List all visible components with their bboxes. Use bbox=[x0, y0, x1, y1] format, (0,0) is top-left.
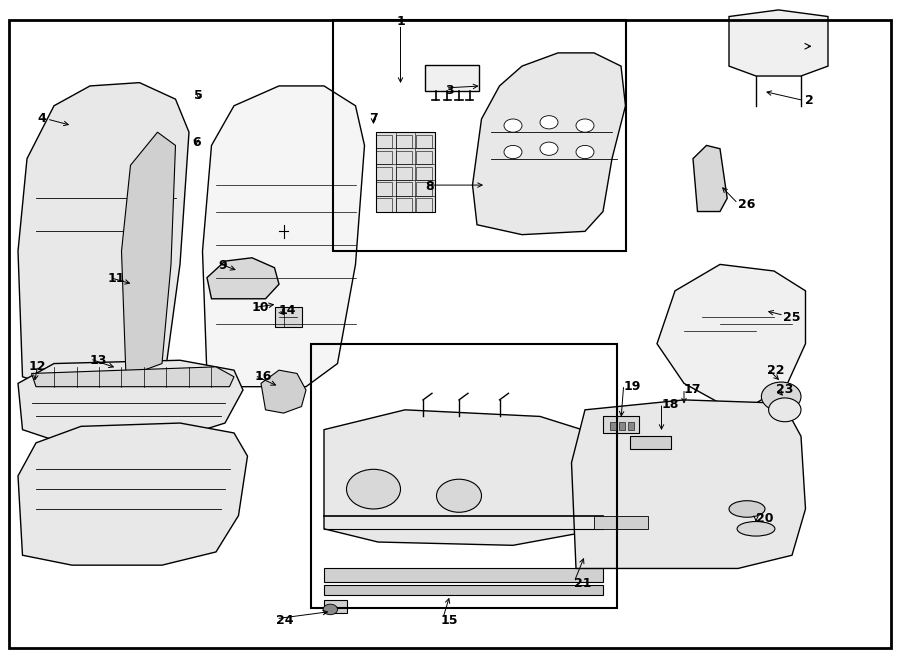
Bar bbox=[376, 132, 435, 212]
Text: 4: 4 bbox=[38, 112, 47, 126]
Circle shape bbox=[504, 145, 522, 159]
Polygon shape bbox=[472, 53, 626, 235]
Polygon shape bbox=[693, 145, 727, 212]
Bar bbox=[416, 198, 432, 212]
Text: 19: 19 bbox=[624, 380, 641, 393]
Polygon shape bbox=[18, 423, 248, 565]
Bar bbox=[376, 135, 392, 148]
Bar bbox=[324, 568, 603, 582]
Text: 17: 17 bbox=[684, 383, 701, 397]
Polygon shape bbox=[202, 86, 364, 387]
Bar bbox=[310, 344, 616, 608]
Text: 3: 3 bbox=[446, 84, 454, 97]
Bar bbox=[396, 151, 412, 164]
Bar bbox=[376, 167, 392, 180]
Bar bbox=[396, 198, 412, 212]
Text: 21: 21 bbox=[574, 576, 591, 590]
Bar bbox=[619, 422, 625, 430]
Polygon shape bbox=[122, 132, 176, 377]
Polygon shape bbox=[18, 360, 243, 446]
Bar bbox=[628, 422, 634, 430]
Ellipse shape bbox=[737, 522, 775, 536]
Text: 6: 6 bbox=[192, 136, 201, 149]
Circle shape bbox=[540, 116, 558, 129]
Circle shape bbox=[540, 142, 558, 155]
Text: 9: 9 bbox=[219, 259, 228, 272]
Ellipse shape bbox=[729, 501, 765, 517]
Bar bbox=[416, 167, 432, 180]
Bar bbox=[376, 198, 392, 212]
Bar bbox=[610, 422, 616, 430]
Polygon shape bbox=[729, 10, 828, 76]
Circle shape bbox=[323, 604, 338, 615]
Bar bbox=[425, 65, 479, 91]
Bar bbox=[416, 182, 432, 196]
Text: 12: 12 bbox=[29, 360, 46, 373]
Text: 20: 20 bbox=[756, 512, 773, 525]
Circle shape bbox=[761, 382, 801, 411]
Circle shape bbox=[436, 479, 482, 512]
Text: 14: 14 bbox=[279, 304, 296, 317]
Circle shape bbox=[576, 119, 594, 132]
Text: 1: 1 bbox=[396, 15, 405, 28]
Text: 10: 10 bbox=[252, 301, 269, 314]
Circle shape bbox=[346, 469, 400, 509]
Text: 2: 2 bbox=[806, 94, 814, 107]
Polygon shape bbox=[657, 264, 806, 403]
Text: 7: 7 bbox=[369, 112, 378, 126]
Circle shape bbox=[769, 398, 801, 422]
Polygon shape bbox=[32, 367, 234, 387]
Text: 5: 5 bbox=[194, 89, 202, 102]
Text: 8: 8 bbox=[425, 180, 434, 193]
Bar bbox=[376, 182, 392, 196]
Text: 26: 26 bbox=[738, 198, 755, 212]
Bar bbox=[396, 182, 412, 196]
Circle shape bbox=[576, 145, 594, 159]
Text: 15: 15 bbox=[441, 613, 458, 627]
Text: 23: 23 bbox=[776, 383, 793, 397]
Bar bbox=[416, 135, 432, 148]
Text: 11: 11 bbox=[108, 272, 125, 286]
Bar bbox=[376, 151, 392, 164]
Text: 22: 22 bbox=[767, 364, 784, 377]
Bar bbox=[324, 585, 603, 595]
Bar bbox=[416, 151, 432, 164]
Polygon shape bbox=[18, 83, 189, 393]
Bar bbox=[274, 307, 302, 327]
Bar bbox=[333, 20, 626, 251]
Bar bbox=[594, 516, 648, 529]
Text: 18: 18 bbox=[662, 398, 679, 411]
Text: 25: 25 bbox=[783, 311, 800, 324]
Text: 24: 24 bbox=[276, 613, 293, 627]
Polygon shape bbox=[261, 370, 306, 413]
Bar bbox=[396, 167, 412, 180]
Polygon shape bbox=[572, 400, 806, 568]
Bar bbox=[630, 436, 670, 449]
Bar bbox=[324, 600, 346, 613]
Polygon shape bbox=[207, 258, 279, 299]
Polygon shape bbox=[324, 410, 603, 545]
Text: 16: 16 bbox=[255, 370, 272, 383]
Circle shape bbox=[504, 119, 522, 132]
Text: 13: 13 bbox=[90, 354, 107, 367]
Bar bbox=[603, 416, 639, 433]
Bar bbox=[396, 135, 412, 148]
